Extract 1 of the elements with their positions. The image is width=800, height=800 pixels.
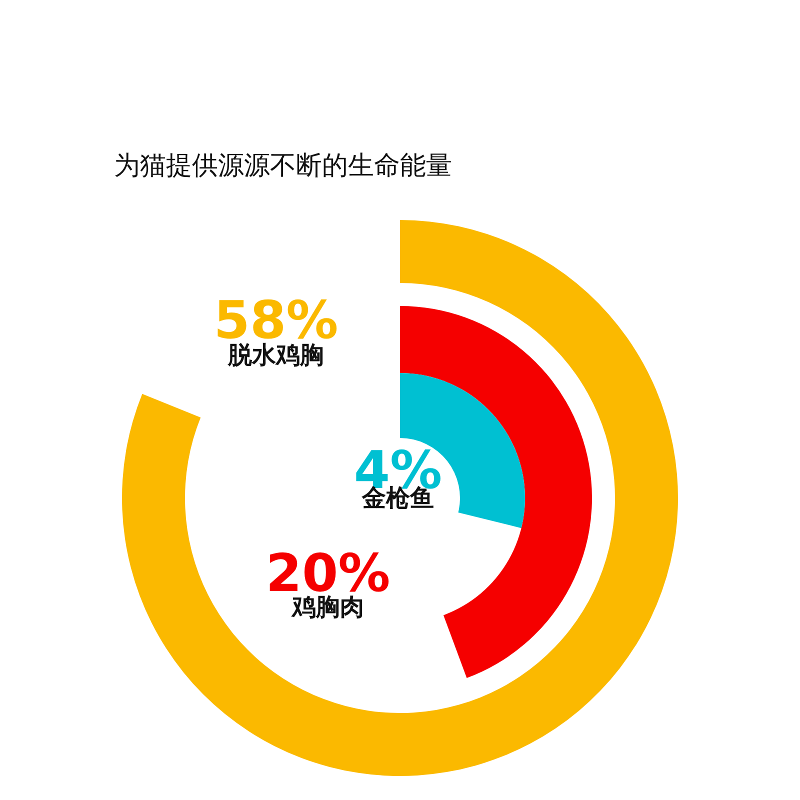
text: 为猫提供源源不断的生命能量 — [114, 151, 452, 181]
